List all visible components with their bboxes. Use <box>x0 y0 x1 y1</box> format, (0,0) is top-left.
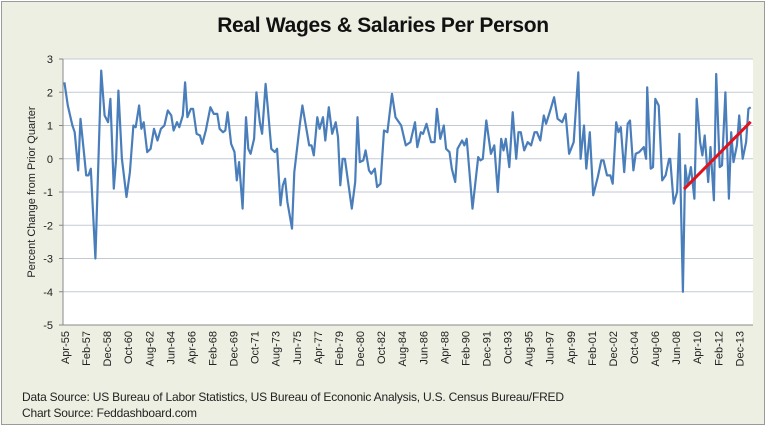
x-tick-label: Apr-10 <box>692 331 704 364</box>
x-tick-label: Oct-93 <box>503 331 515 364</box>
chart-source-note: Chart Source: Feddashboard.com <box>22 406 197 420</box>
x-tick-label: Feb-79 <box>334 331 346 366</box>
x-tick-label: Oct-71 <box>250 331 262 364</box>
chart-title: Real Wages & Salaries Per Person <box>217 14 549 37</box>
x-tick-label: Feb-12 <box>713 331 725 366</box>
x-tick-label: Dec-91 <box>481 331 493 366</box>
y-tick-label: 0 <box>47 154 53 166</box>
data-source-note: Data Source: US Bureau of Labor Statisti… <box>22 390 564 404</box>
x-tick-label: Aug-73 <box>271 331 283 366</box>
x-tick-label: Oct-04 <box>629 331 641 364</box>
x-tick-label: Aug-06 <box>650 331 662 366</box>
x-tick-label: Aug-95 <box>524 331 536 366</box>
x-tick-label: Jun-75 <box>292 331 304 365</box>
y-tick-label: 2 <box>47 87 53 99</box>
x-tick-label: Apr-77 <box>313 331 325 364</box>
y-tick-label: -3 <box>43 254 53 266</box>
x-tick-label: Apr-99 <box>566 331 578 364</box>
x-tick-label: Feb-68 <box>207 331 219 366</box>
x-tick-label: Apr-66 <box>186 331 198 364</box>
y-tick-label: 1 <box>47 121 53 133</box>
x-tick-label: Oct-82 <box>376 331 388 364</box>
x-tick-label: Jun-97 <box>545 331 557 365</box>
x-tick-label: Feb-90 <box>460 331 472 366</box>
x-tick-label: Aug-62 <box>144 331 156 366</box>
x-tick-label: Jun-64 <box>165 331 177 365</box>
x-tick-label: Dec-58 <box>102 331 114 366</box>
x-tick-label: Dec-69 <box>229 331 241 366</box>
y-tick-label: -1 <box>43 187 53 199</box>
x-tick-label: Aug-84 <box>397 331 409 366</box>
series-line <box>63 69 752 293</box>
y-tick-label: -2 <box>43 220 53 232</box>
y-tick-label: -4 <box>43 287 53 299</box>
x-tick-label: Dec-13 <box>734 331 746 366</box>
x-tick-label: Dec-02 <box>608 331 620 366</box>
x-tick-label: Oct-60 <box>123 331 135 364</box>
x-tick-label: Dec-80 <box>355 331 367 366</box>
y-tick-label: -5 <box>43 320 53 332</box>
x-tick-label: Jun-08 <box>671 331 683 365</box>
x-tick-label: Feb-57 <box>81 331 93 366</box>
x-tick-label: Apr-55 <box>60 331 72 364</box>
x-tick-label: Feb-01 <box>587 331 599 366</box>
y-tick-label: 3 <box>47 54 53 66</box>
x-tick-label: Apr-88 <box>439 331 451 364</box>
x-tick-label: Jun-86 <box>418 331 430 365</box>
y-axis-title: Percent Change from Prior Quarter <box>26 106 38 278</box>
trend-line <box>682 120 752 191</box>
